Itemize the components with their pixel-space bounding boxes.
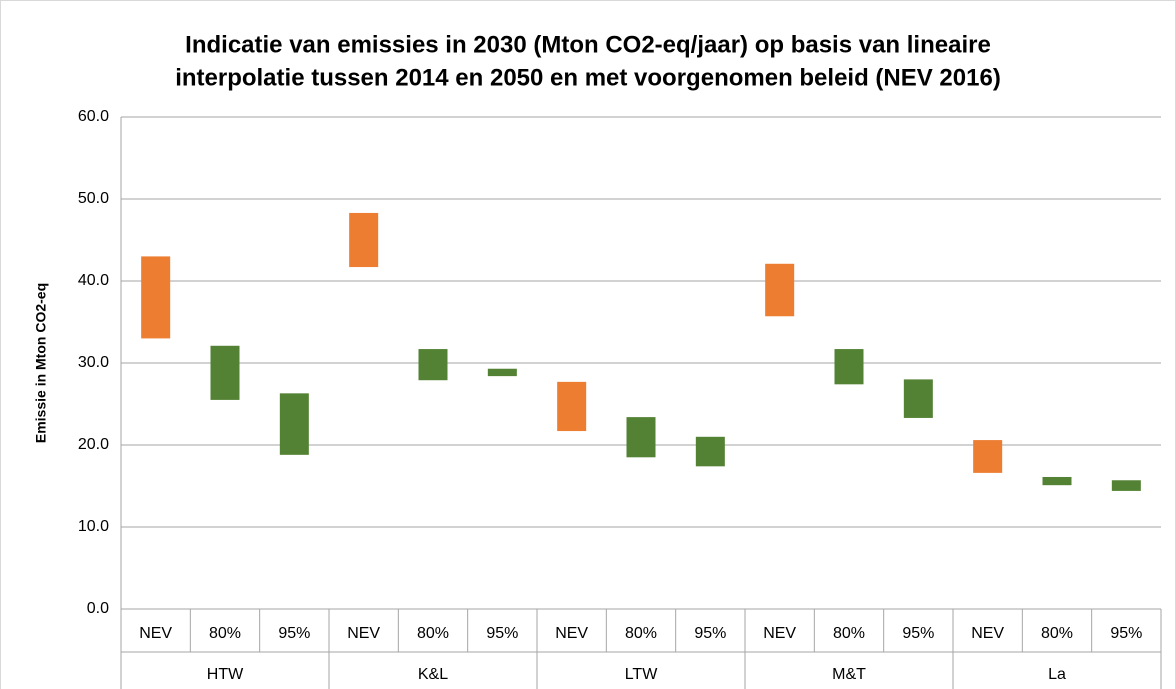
x-tick-label: 80% xyxy=(833,625,865,642)
x-tick-label: 80% xyxy=(625,625,657,642)
bar xyxy=(349,212,379,268)
y-tick-label: 0.0 xyxy=(87,600,109,617)
x-tick-label: NEV xyxy=(763,625,796,642)
x-tick-label: NEV xyxy=(347,625,380,642)
bar xyxy=(903,379,933,418)
x-tick-label: 95% xyxy=(1110,625,1142,642)
x-tick-label: NEV xyxy=(555,625,588,642)
bar xyxy=(279,393,309,455)
x-tick-label: 80% xyxy=(1041,625,1073,642)
x-tick-label: 95% xyxy=(278,625,310,642)
y-tick-label: 30.0 xyxy=(78,354,109,371)
x-tick-label: NEV xyxy=(139,625,172,642)
group-label: M&T xyxy=(832,666,866,683)
x-tick-label: 80% xyxy=(209,625,241,642)
bar xyxy=(1111,480,1141,491)
y-tick-label: 50.0 xyxy=(78,190,109,207)
x-tick-label: 95% xyxy=(486,625,518,642)
y-tick-label: 20.0 xyxy=(78,436,109,453)
y-tick-label: 10.0 xyxy=(78,518,109,535)
bar xyxy=(765,263,795,317)
x-tick-label: NEV xyxy=(971,625,1004,642)
x-tick-label: 95% xyxy=(694,625,726,642)
bar xyxy=(973,440,1003,473)
y-tick-label: 60.0 xyxy=(78,108,109,125)
group-label: La xyxy=(1048,666,1066,683)
bar xyxy=(418,349,448,381)
bar xyxy=(487,368,517,377)
y-tick-label: 40.0 xyxy=(78,272,109,289)
group-label: LTW xyxy=(625,666,658,683)
group-label: K&L xyxy=(418,666,448,683)
y-axis-label: Emissie in Mton CO2-eq xyxy=(33,283,49,443)
group-label: HTW xyxy=(207,666,244,683)
bar xyxy=(626,417,656,458)
bar xyxy=(1042,476,1072,486)
x-tick-label: 95% xyxy=(902,625,934,642)
x-tick-label: 80% xyxy=(417,625,449,642)
chart-title: interpolatie tussen 2014 en 2050 en met … xyxy=(175,64,1001,91)
chart-title: Indicatie van emissies in 2030 (Mton CO2… xyxy=(185,31,991,58)
bar xyxy=(695,436,725,467)
bar xyxy=(210,345,240,400)
bar xyxy=(557,381,587,432)
bar xyxy=(834,349,864,385)
bar xyxy=(141,256,171,339)
